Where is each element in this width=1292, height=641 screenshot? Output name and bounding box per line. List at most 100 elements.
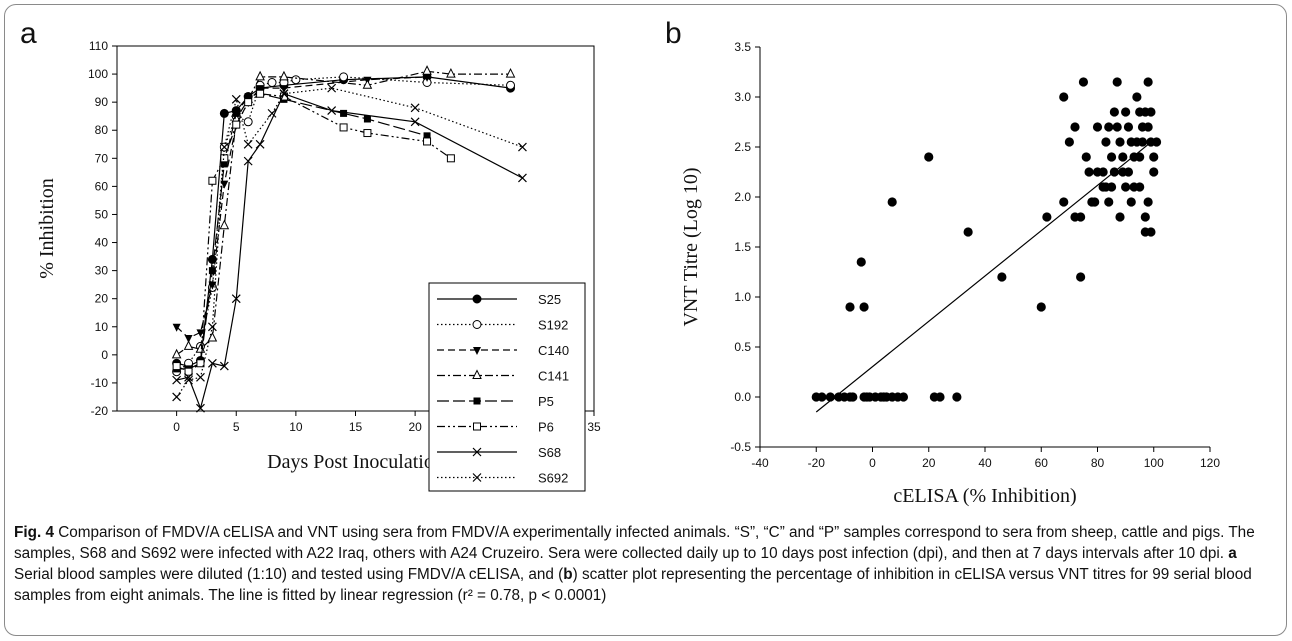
scatter-point <box>1090 197 1100 207</box>
scatter-point <box>848 392 858 402</box>
y-tick-label-a: 110 <box>89 39 108 53</box>
scatter-point <box>1101 137 1111 147</box>
data-point-s68 <box>518 173 527 183</box>
scatter-point <box>1036 302 1046 312</box>
scatter-point <box>856 257 866 267</box>
scatter-point <box>1081 152 1091 162</box>
y-tick-label-b: 0.0 <box>734 390 751 404</box>
scatter-point <box>1084 167 1094 177</box>
data-point-p6 <box>196 359 205 368</box>
x-tick-label-b: -40 <box>751 456 769 470</box>
scatter-point <box>1064 137 1074 147</box>
x-axis-label-a: Days Post Inoculation <box>267 451 444 473</box>
y-axis-label-a: % Inhibition <box>36 178 58 279</box>
scatter-point <box>1109 107 1119 117</box>
caption-text: Comparison of FMDV/A cELISA and VNT usin… <box>14 524 1255 562</box>
y-tick-label-a: 10 <box>95 320 109 334</box>
data-point-s692 <box>327 83 337 93</box>
x-tick-label-a: 15 <box>349 420 363 434</box>
x-tick-label-b: 80 <box>1091 456 1105 470</box>
legend-label-s25: S25 <box>538 292 561 307</box>
data-point-p6 <box>339 123 348 132</box>
x-tick-label-b: -20 <box>808 456 826 470</box>
x-tick-label-a: 10 <box>289 420 303 434</box>
chart-b: b -40 -20 0 20 40 60 80 100 120 -0.5 0.0 0.5 1.0 1.5 2.… <box>665 17 1220 507</box>
data-point-s692 <box>410 103 420 113</box>
data-point-c141 <box>505 67 516 78</box>
y-tick-label-a: 40 <box>95 236 109 250</box>
scatter-point <box>1092 122 1103 132</box>
caption-label: Fig. 4 <box>14 524 54 541</box>
data-point-p6 <box>232 120 241 129</box>
data-point-s68 <box>184 372 193 382</box>
scatter-point <box>1076 272 1086 282</box>
scatter-point <box>1070 212 1080 222</box>
data-point-s692 <box>267 108 277 118</box>
scatter-point <box>1149 167 1159 177</box>
data-point-p5 <box>363 115 371 123</box>
data-point-c140 <box>184 335 193 343</box>
y-tick-label-b: 3.0 <box>734 90 751 104</box>
data-point-s192 <box>243 117 253 127</box>
y-tick-label-b: 1.5 <box>734 240 751 254</box>
scatter-point <box>887 197 897 207</box>
y-tick-label-a: 50 <box>95 207 109 221</box>
scatter-point <box>1149 152 1159 162</box>
series-line-s692 <box>176 87 523 398</box>
data-point-c141 <box>219 219 230 230</box>
scatter-point <box>1146 107 1156 117</box>
y-tick-label-b: -0.5 <box>730 440 751 454</box>
scatter-point <box>997 272 1007 282</box>
data-point-p6 <box>208 176 217 185</box>
scatter-point <box>879 392 889 402</box>
scatter-point <box>935 392 945 402</box>
data-point-s68 <box>219 361 229 371</box>
scatter-point <box>1118 152 1128 162</box>
scatter-point <box>1121 107 1131 117</box>
data-point-s692 <box>172 392 182 402</box>
scatter-point <box>1126 197 1136 207</box>
series-line-c140 <box>176 76 428 339</box>
scatter-point <box>924 152 934 162</box>
data-point-p5 <box>340 109 348 117</box>
legend-marker-s68 <box>472 447 482 457</box>
y-tick-label-a: 100 <box>88 67 108 81</box>
scatter-point <box>1140 212 1150 222</box>
y-tick-label-a: -20 <box>91 404 109 418</box>
scatter-point <box>1132 137 1142 147</box>
scatter-point <box>1137 122 1148 132</box>
y-tick-label-a: -10 <box>91 376 109 390</box>
data-point-c141 <box>422 65 432 75</box>
data-point-s692 <box>196 372 205 382</box>
data-point-p5 <box>244 93 252 101</box>
data-point-s68 <box>172 375 182 385</box>
data-point-p5 <box>208 267 216 275</box>
data-point-c141 <box>446 67 456 78</box>
data-point-c141 <box>183 340 194 350</box>
scatter-point <box>1135 182 1145 192</box>
scatter-point <box>1132 92 1142 102</box>
data-point-p5 <box>232 109 240 117</box>
y-tick-label-b: 3.5 <box>734 40 751 54</box>
data-point-s692 <box>184 375 193 385</box>
x-tick-label-a: 0 <box>173 420 180 434</box>
data-point-c140 <box>172 323 181 332</box>
scatter-point <box>1104 197 1114 207</box>
data-point-c141 <box>279 70 289 81</box>
scatter-point <box>845 302 855 312</box>
data-point-s68 <box>231 294 241 304</box>
data-point-s692 <box>243 139 253 149</box>
legend-marker-c140 <box>473 347 481 355</box>
scatter-point <box>1143 197 1153 207</box>
x-tick-label-b: 120 <box>1200 456 1220 470</box>
scatter-point <box>1115 137 1125 147</box>
data-point-s192 <box>339 72 349 82</box>
scatter-point <box>1104 122 1114 132</box>
regression-line <box>815 139 1155 413</box>
scatter-point <box>1112 77 1122 87</box>
y-tick-label-b: 0.5 <box>734 340 751 354</box>
figure-caption: Fig. 4 Comparison of FMDV/A cELISA and V… <box>14 522 1276 606</box>
data-point-s68 <box>207 358 217 368</box>
data-point-c140 <box>423 73 432 82</box>
data-point-p6 <box>423 137 432 146</box>
